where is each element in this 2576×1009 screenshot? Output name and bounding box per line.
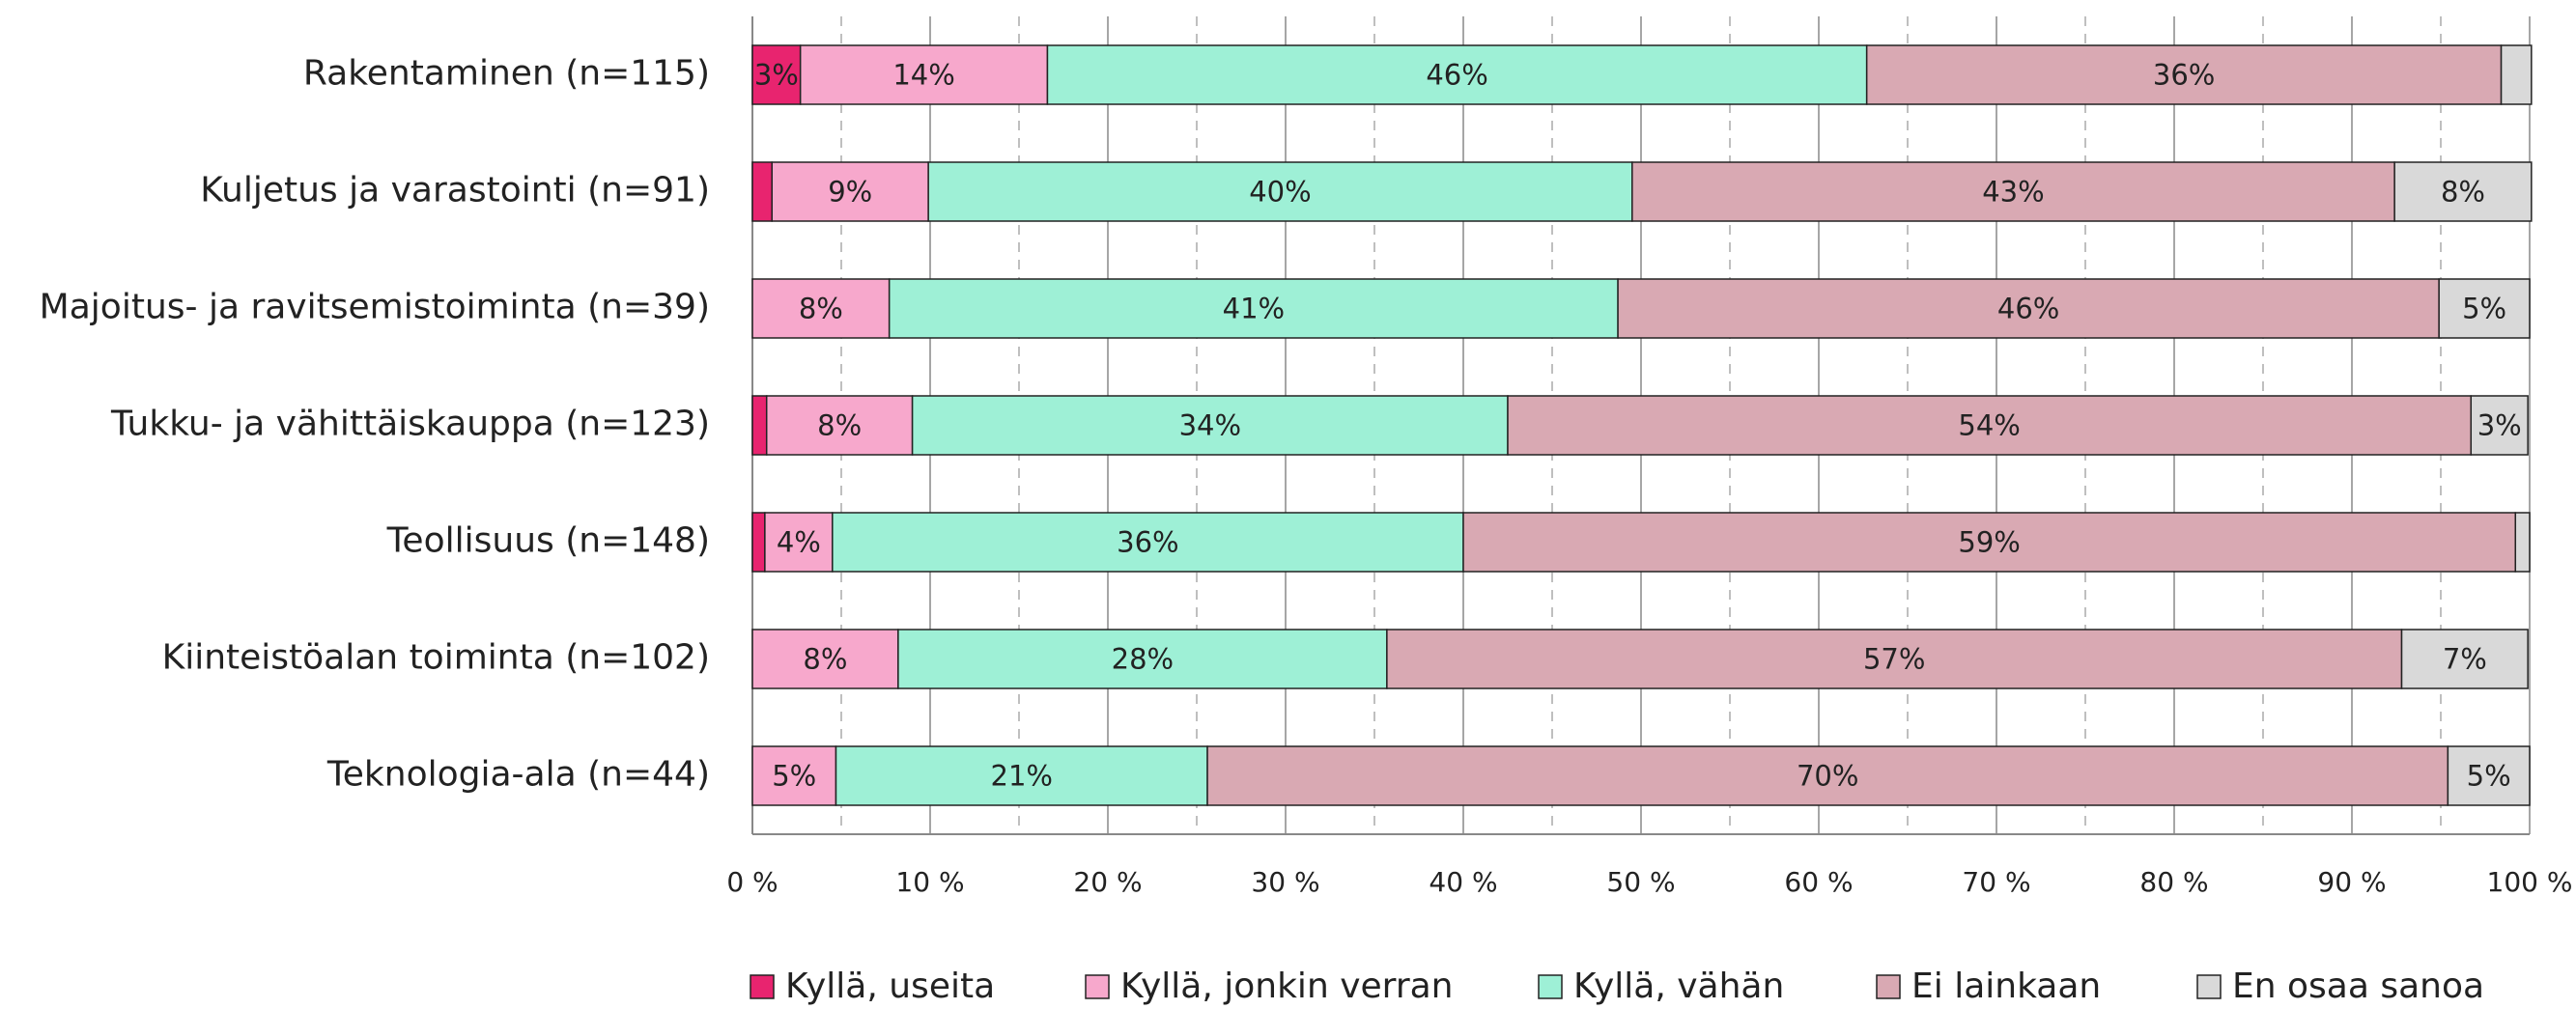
x-tick-label: 100 %: [2487, 866, 2573, 898]
value-label: 5%: [2467, 760, 2511, 793]
bar-segment: [1462, 512, 2517, 573]
category-label: Teknologia-ala (n=44): [326, 755, 710, 795]
value-label: 3%: [2477, 409, 2522, 442]
value-label: 4%: [777, 526, 821, 559]
value-label: 46%: [1426, 59, 1487, 92]
bar-segment: [2400, 629, 2529, 689]
value-label: 21%: [991, 760, 1053, 793]
bar-segment: [751, 161, 773, 222]
x-tick-label: 10 %: [895, 866, 964, 898]
legend-label: Kyllä, vähän: [1573, 967, 1784, 1006]
category-label: Teollisuus (n=148): [386, 521, 710, 561]
value-label: 9%: [828, 176, 872, 209]
bar-segment: [751, 395, 768, 456]
legend-label: Kyllä, useita: [785, 967, 995, 1006]
x-tick-label: 90 %: [2317, 866, 2386, 898]
value-label: 34%: [1179, 409, 1241, 442]
value-label: 28%: [1112, 643, 1174, 676]
legend-label: Kyllä, jonkin verran: [1120, 967, 1454, 1006]
value-label: 54%: [1958, 409, 2020, 442]
x-tick-label: 50 %: [1606, 866, 1675, 898]
bar-segment: [2514, 512, 2531, 573]
value-label: 5%: [2462, 293, 2506, 325]
value-label: 46%: [1997, 293, 2059, 325]
bar-segment: [751, 512, 766, 573]
legend-label: En osaa sanoa: [2232, 967, 2484, 1006]
bar-segment: [2500, 44, 2533, 105]
value-label: 40%: [1249, 176, 1311, 209]
legend-swatch: [1876, 974, 1901, 999]
value-label: 8%: [2441, 176, 2485, 209]
bar-segment: [1865, 44, 2503, 105]
legend-swatch: [750, 974, 775, 999]
bar-segment: [765, 395, 914, 456]
category-label: Rakentaminen (n=115): [303, 54, 710, 94]
category-label: Kuljetus ja varastointi (n=91): [200, 171, 710, 210]
value-label: 36%: [1117, 526, 1178, 559]
value-label: 36%: [2153, 59, 2215, 92]
bar-segment: [751, 745, 837, 806]
bar-segment: [764, 512, 834, 573]
category-label: Kiinteistöalan toiminta (n=102): [162, 638, 710, 678]
x-tick-label: 40 %: [1429, 866, 1497, 898]
x-tick-label: 20 %: [1073, 866, 1142, 898]
bar-segment: [888, 278, 1619, 339]
x-tick-label: 80 %: [2139, 866, 2208, 898]
value-label: 70%: [1797, 760, 1858, 793]
bar-segment: [1386, 629, 2403, 689]
bar-segment: [1617, 278, 2440, 339]
value-label: 7%: [2443, 643, 2487, 676]
value-label: 41%: [1223, 293, 1285, 325]
value-label: 8%: [799, 293, 843, 325]
bar-segment: [2447, 745, 2531, 806]
x-tick-label: 70 %: [1962, 866, 2030, 898]
legend-swatch: [1538, 974, 1563, 999]
bar-segment: [1507, 395, 2473, 456]
legend-swatch: [1085, 974, 1110, 999]
bar-segment: [2470, 395, 2529, 456]
value-label: 5%: [772, 760, 816, 793]
x-tick-label: 30 %: [1251, 866, 1319, 898]
value-label: 59%: [1958, 526, 2020, 559]
legend-label: Ei lainkaan: [1911, 967, 2101, 1006]
category-label: Majoitus- ja ravitsemistoiminta (n=39): [40, 288, 710, 327]
bar-segment: [832, 512, 1464, 573]
bar-segment: [2438, 278, 2531, 339]
legend-swatch: [2196, 974, 2222, 999]
value-label: 8%: [817, 409, 862, 442]
bar-segment: [2393, 161, 2533, 222]
value-label: 14%: [892, 59, 954, 92]
x-tick-label: 0 %: [726, 866, 778, 898]
value-label: 57%: [1863, 643, 1925, 676]
category-label: Tukku- ja vähittäiskauppa (n=123): [110, 405, 710, 444]
x-tick-label: 60 %: [1784, 866, 1853, 898]
value-label: 3%: [754, 59, 799, 92]
bar-segment: [799, 44, 1049, 105]
bar-segment: [751, 629, 899, 689]
bar-segment: [771, 161, 929, 222]
bar-segment: [897, 629, 1388, 689]
bar-segment: [1631, 161, 2395, 222]
bar-segment: [751, 278, 891, 339]
value-label: 8%: [803, 643, 847, 676]
bar-segment: [911, 395, 1509, 456]
bar-segment: [1046, 44, 1868, 105]
bar-segment: [835, 745, 1208, 806]
value-label: 43%: [1982, 176, 2044, 209]
